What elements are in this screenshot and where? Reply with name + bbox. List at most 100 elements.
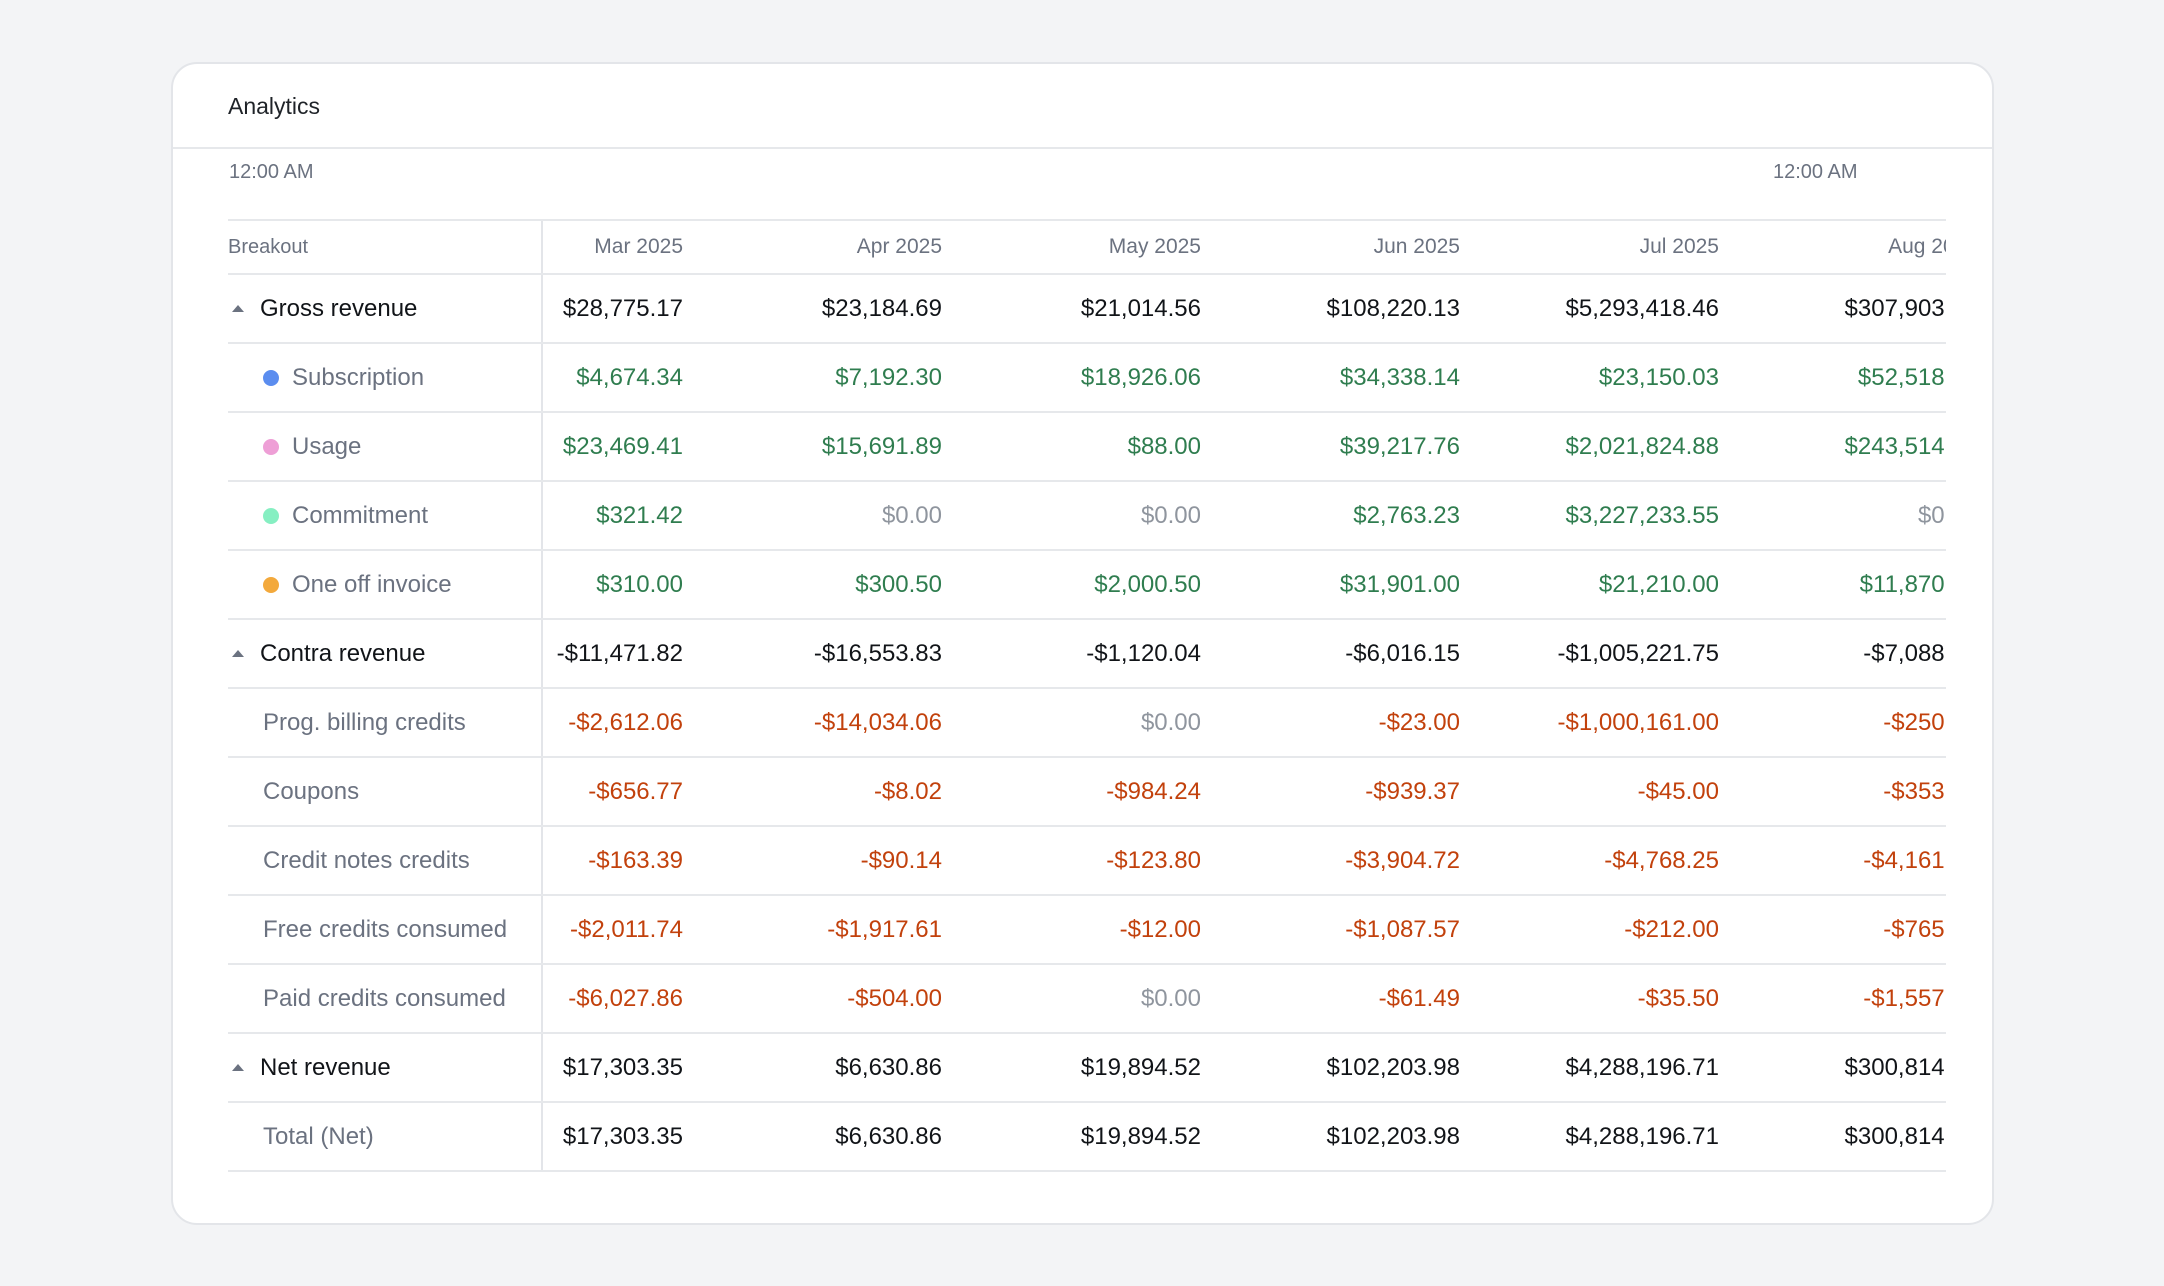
column-header-month: Jun 2025 <box>1373 235 1460 258</box>
breakout-column-header: Breakout <box>228 221 543 273</box>
table-row: Gross revenue $28,775.17 $23,184.69 $21,014… <box>228 275 1946 344</box>
value-cell: -$1,000,161.00 <box>1557 708 1719 736</box>
value-cell: -$45.00 <box>1637 777 1719 805</box>
value-cell: -$4,768.25 <box>1604 846 1719 874</box>
row-label-cell: One off invoice <box>228 551 543 618</box>
value-cell: $0.00 <box>1140 501 1201 529</box>
value-cell: $102,203.98 <box>1326 1053 1460 1081</box>
value-cell: $2,763.23 <box>1353 501 1460 529</box>
table-row: Usage $23,469.41 $15,691.89 $88.00 $39,217.7… <box>228 413 1946 482</box>
legend-dot-icon <box>263 507 279 524</box>
column-header-month: Aug 2025 <box>1888 235 1946 258</box>
value-cell: $2,021,824.88 <box>1565 432 1719 460</box>
analytics-card: Analytics 12:00 AM 12:00 AM Breakout Mar… <box>171 62 1994 1225</box>
card-title: Analytics <box>228 93 321 119</box>
value-cell: -$984.24 <box>1106 777 1201 805</box>
row-label-cell[interactable]: Net revenue <box>228 1034 543 1101</box>
value-cell: $17,303.35 <box>562 1053 683 1081</box>
value-cell: $6,630.86 <box>835 1053 942 1081</box>
group-label: Gross revenue <box>260 294 418 322</box>
value-cell: $31,901.00 <box>1339 570 1460 598</box>
row-label-cell: Subscription <box>228 344 543 411</box>
value-cell: -$765.97 <box>1883 915 1946 943</box>
value-cell: $321.42 <box>596 501 683 529</box>
value-cell: -$1,005,221.75 <box>1557 639 1719 667</box>
value-cell: $88.00 <box>1127 432 1201 460</box>
value-cell: $21,210.00 <box>1598 570 1719 598</box>
value-cell: $300,814.82 <box>1844 1053 1946 1081</box>
value-cell: $39,217.76 <box>1339 432 1460 460</box>
value-cell: -$163.39 <box>588 846 683 874</box>
value-cell: $2,000.50 <box>1094 570 1201 598</box>
value-cell: -$1,917.61 <box>827 915 942 943</box>
row-label-cell: Free credits consumed <box>228 896 543 963</box>
value-cell: -$3,904.72 <box>1345 846 1460 874</box>
value-cell: $4,288,196.71 <box>1565 1122 1719 1150</box>
row-label: Usage <box>292 432 362 460</box>
value-cell: -$35.50 <box>1637 984 1719 1012</box>
value-cell: $28,775.17 <box>562 294 683 322</box>
row-label: Free credits consumed <box>263 915 508 943</box>
value-cell: -$1,087.57 <box>1345 915 1460 943</box>
table-row: Subscription $4,674.34 $7,192.30 $18,926.06… <box>228 344 1946 413</box>
value-cell: $21,014.56 <box>1080 294 1201 322</box>
collapse-caret-icon[interactable] <box>232 1064 244 1071</box>
value-cell: $23,184.69 <box>821 294 942 322</box>
breakout-table-scroll[interactable]: Breakout Mar 2025 Apr 2025 May 2025 Jun … <box>228 219 1946 1219</box>
value-cell: -$2,612.06 <box>568 708 683 736</box>
row-label-cell: Credit notes credits <box>228 827 543 894</box>
value-cell: $4,288,196.71 <box>1565 1053 1719 1081</box>
value-cell: $15,691.89 <box>821 432 942 460</box>
table-row: Paid credits consumed -$6,027.86 -$504.00 $… <box>228 965 1946 1034</box>
column-header-month: Apr 2025 <box>856 235 942 258</box>
row-label: Coupons <box>263 777 360 805</box>
row-label-cell[interactable]: Gross revenue <box>228 275 543 342</box>
value-cell: -$250.00 <box>1883 708 1946 736</box>
table-row: Net revenue $17,303.35 $6,630.86 $19,894.52… <box>228 1034 1946 1103</box>
row-label: Total (Net) <box>263 1122 374 1150</box>
column-header-month: Mar 2025 <box>594 235 683 258</box>
row-label: Credit notes credits <box>263 846 470 874</box>
value-cell: -$1,120.04 <box>1086 639 1201 667</box>
row-label: One off invoice <box>292 570 452 598</box>
value-cell: $23,150.03 <box>1598 363 1719 391</box>
value-cell: $5,293,418.46 <box>1565 294 1719 322</box>
card-header: Analytics <box>173 64 1992 149</box>
row-label: Paid credits consumed <box>263 984 506 1012</box>
table-row: Prog. billing credits -$2,612.06 -$14,034.… <box>228 689 1946 758</box>
row-label-cell[interactable]: Contra revenue <box>228 620 543 687</box>
value-cell: $34,338.14 <box>1339 363 1460 391</box>
column-header-month: May 2025 <box>1108 235 1201 258</box>
value-cell: $4,674.34 <box>576 363 683 391</box>
value-cell: -$1,557.83 <box>1863 984 1946 1012</box>
value-cell: $300.50 <box>855 570 942 598</box>
value-cell: -$4,161.53 <box>1863 846 1946 874</box>
table-row: One off invoice $310.00 $300.50 $2,000.50 $3… <box>228 551 1946 620</box>
value-cell: $3,227,233.55 <box>1565 501 1719 529</box>
group-label: Net revenue <box>260 1053 391 1081</box>
value-cell: -$12.00 <box>1119 915 1201 943</box>
row-label-cell: Total (Net) <box>228 1103 543 1170</box>
value-cell: $310.00 <box>596 570 683 598</box>
breakout-table: Breakout Mar 2025 Apr 2025 May 2025 Jun … <box>228 219 1946 1172</box>
row-label: Commitment <box>292 501 429 529</box>
table-row: Commitment $321.42 $0.00 $0.00 $2,763.23 $3,2… <box>228 482 1946 551</box>
legend-dot-icon <box>263 576 279 593</box>
row-label: Subscription <box>292 363 425 391</box>
value-cell: $307,903.25 <box>1844 294 1946 322</box>
table-row: Coupons -$656.77 -$8.02 -$984.24 -$939.37 -$4… <box>228 758 1946 827</box>
value-cell: $102,203.98 <box>1326 1122 1460 1150</box>
value-cell: $19,894.52 <box>1080 1053 1201 1081</box>
table-row: Credit notes credits -$163.39 -$90.14 -$123… <box>228 827 1946 896</box>
value-cell: $0.00 <box>1140 984 1201 1012</box>
value-cell: -$7,088.43 <box>1863 639 1946 667</box>
value-cell: -$939.37 <box>1365 777 1460 805</box>
value-cell: -$11,471.82 <box>556 639 683 667</box>
value-cell: -$656.77 <box>588 777 683 805</box>
value-cell: $243,514.54 <box>1844 432 1946 460</box>
legend-dot-icon <box>263 369 279 386</box>
collapse-caret-icon[interactable] <box>232 305 244 312</box>
row-label-cell: Commitment <box>228 482 543 549</box>
value-cell: $6,630.86 <box>835 1122 942 1150</box>
collapse-caret-icon[interactable] <box>232 650 244 657</box>
